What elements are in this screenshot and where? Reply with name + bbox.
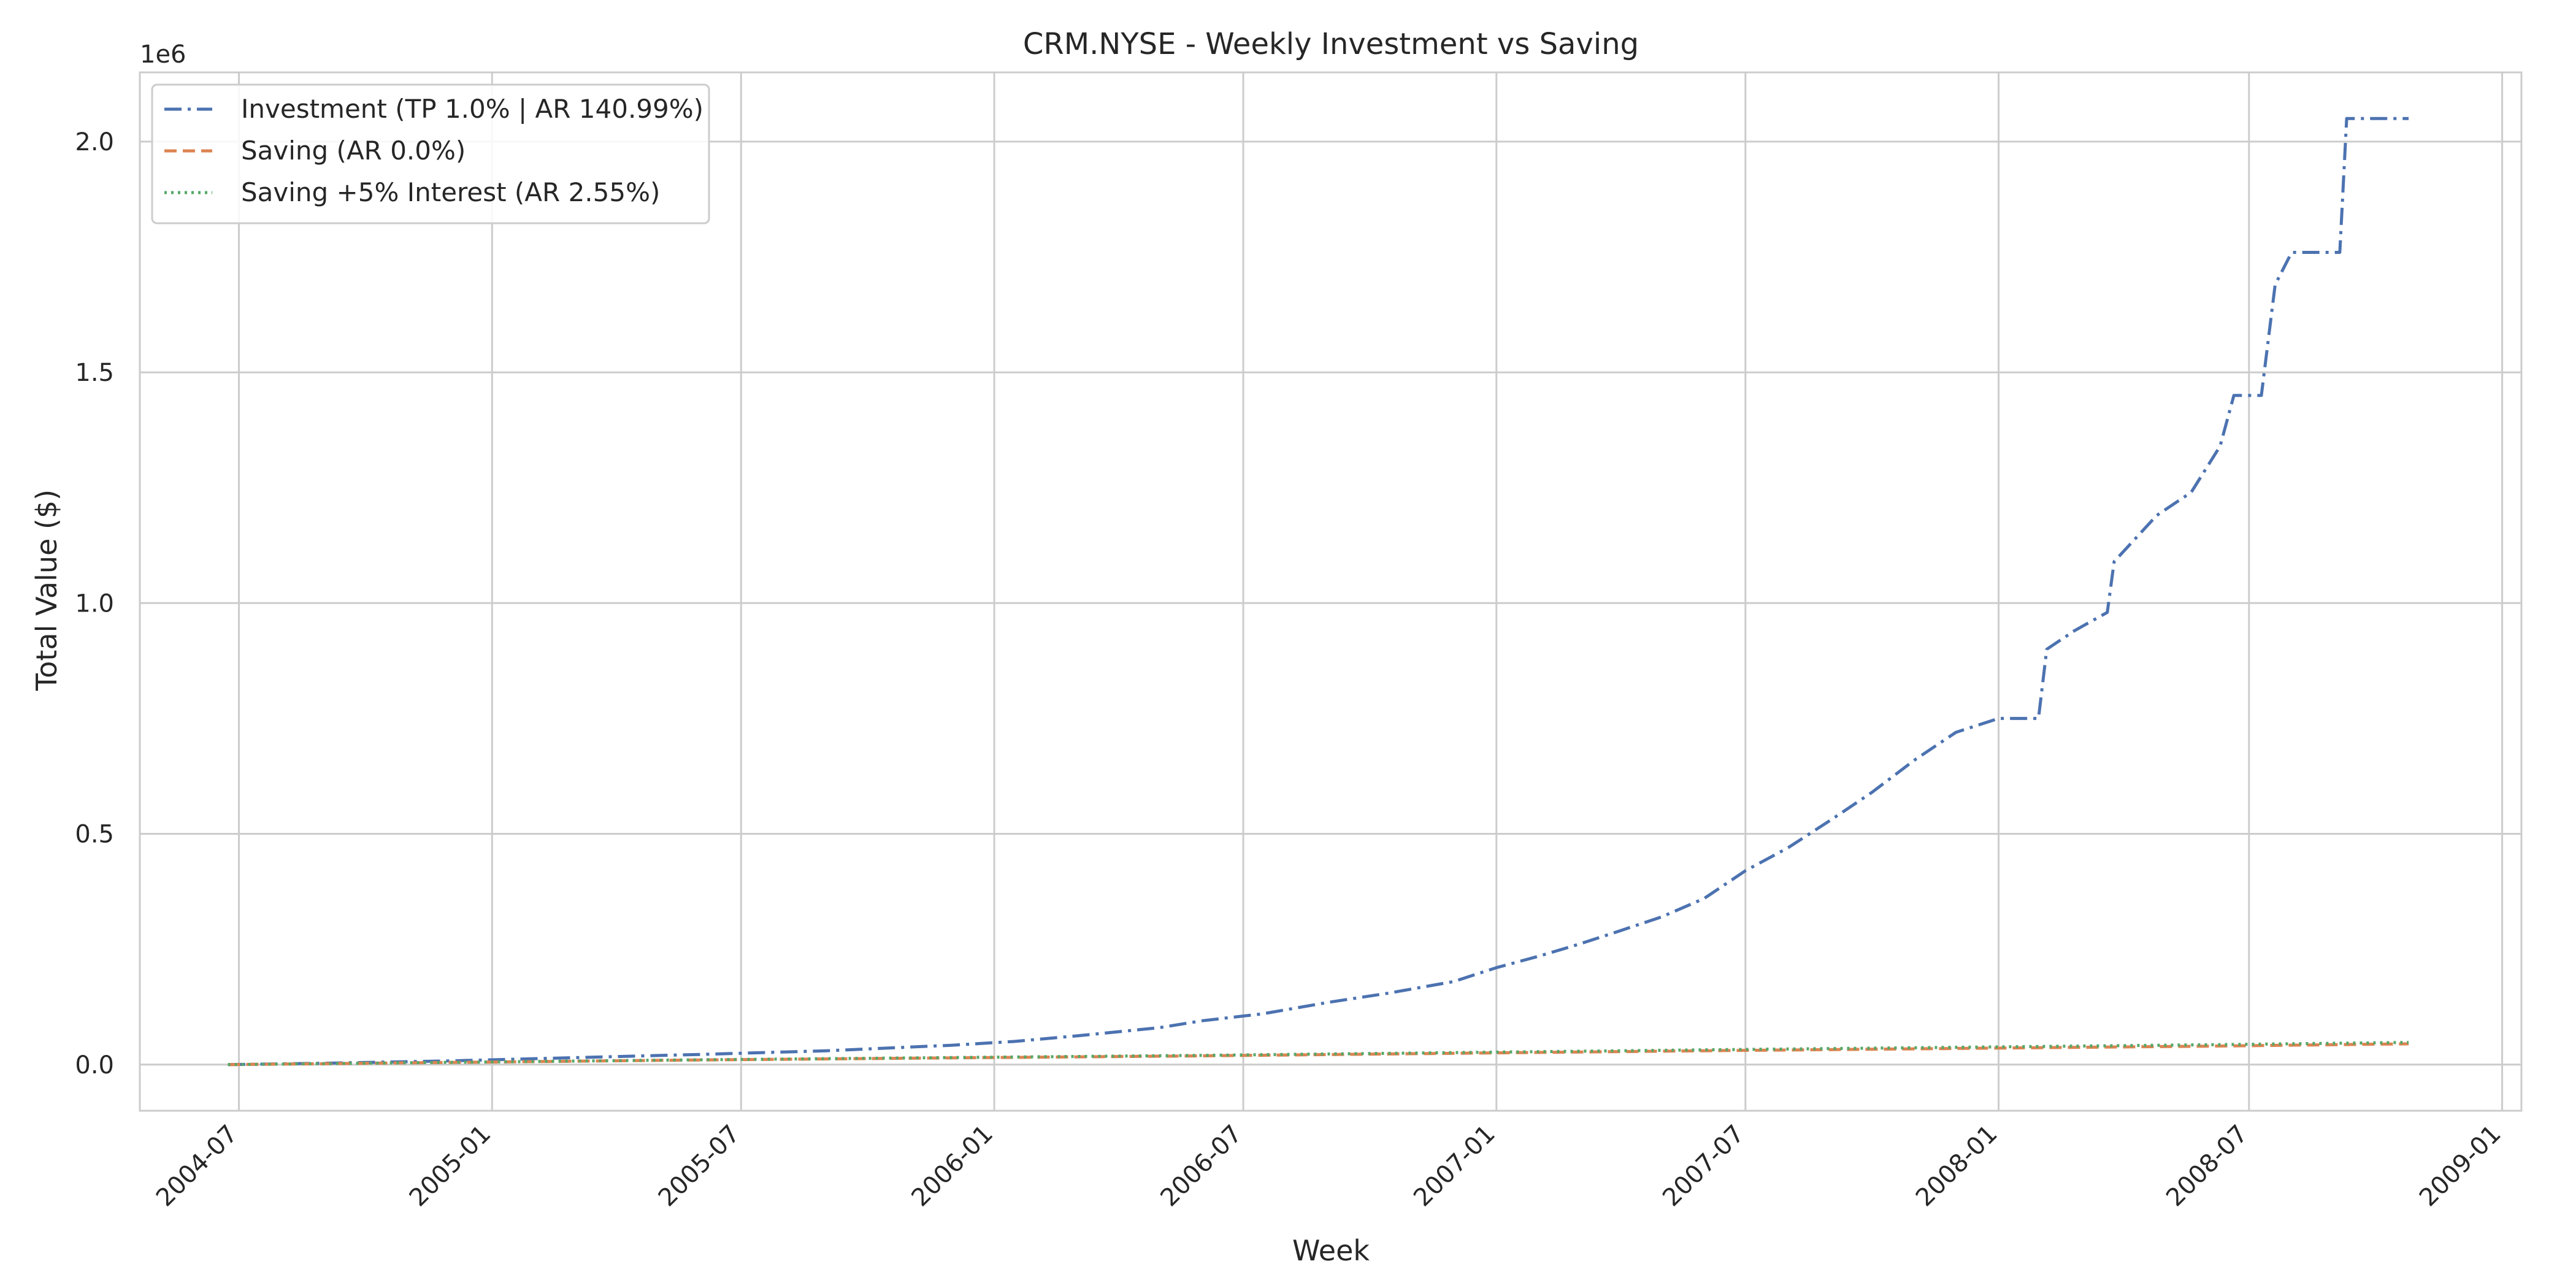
y-tick-label: 1.0 [75, 589, 114, 618]
legend: Investment (TP 1.0% | AR 140.99%) Saving … [151, 83, 710, 224]
x-axis-title: Week [1292, 1234, 1370, 1267]
legend-label-3: Saving +5% Interest (AR 2.55%) [241, 177, 660, 207]
legend-label-2: Saving (AR 0.0%) [241, 136, 466, 166]
y-axis-title: Total Value ($) [30, 489, 63, 691]
y-tick-label: 2.0 [75, 128, 114, 156]
y-tick-label: 0.5 [75, 821, 114, 849]
chart-title: CRM.NYSE - Weekly Investment vs Saving [1023, 27, 1639, 61]
plot-background [140, 72, 2521, 1111]
plot-border [139, 71, 2523, 1112]
series-lines [228, 117, 2409, 1067]
y-tick-label: 0.0 [75, 1051, 114, 1079]
legend-box [151, 83, 710, 224]
series-line-3 [228, 1041, 2409, 1067]
y-tick-label: 1.5 [75, 359, 114, 387]
legend-label-1: Investment (TP 1.0% | AR 140.99%) [241, 94, 703, 124]
y-offset-label: 1e6 [140, 40, 186, 69]
plot-area [139, 71, 2523, 1112]
series-line-1 [228, 117, 2409, 1067]
gridlines [140, 72, 2521, 1111]
